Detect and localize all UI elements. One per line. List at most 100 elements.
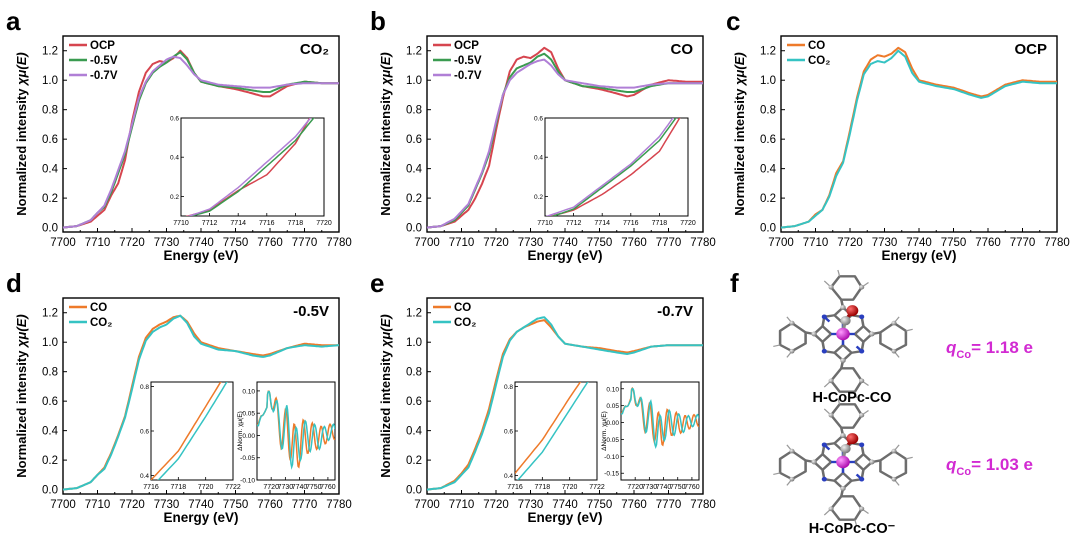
inset-lines [621, 386, 699, 450]
x-tick-label: 7710 [449, 499, 475, 511]
inset-x-tick-label: 7714 [230, 220, 246, 227]
x-tick-label: 7780 [690, 499, 716, 511]
x-tick-label: 7700 [414, 237, 440, 249]
charts-layer: 7700 7710 7720 7730 7740 7750 7760 7770 77800.00… [14, 35, 1070, 525]
inset-y-tick-label: 0.6 [170, 116, 179, 123]
molecule-label-2: H-CoPc-CO⁻ [809, 521, 896, 537]
inset-y-label: ΔNorm. χμ(E) [601, 411, 608, 451]
y-tick-label: 0.6 [406, 396, 422, 408]
inset-x-tick-label: 7740 [292, 484, 308, 491]
inset-b: 7710 7712 7714 7716 7718 7720 0.2 0.4 0.6 [534, 116, 696, 228]
inset-lines [151, 382, 228, 480]
x-tick-label: 7780 [690, 237, 716, 249]
y-tick-label: 1.0 [406, 337, 422, 349]
inset-x-tick-label: 7720 [562, 484, 578, 491]
y-axis-label-text: Normalized intensity [378, 347, 393, 478]
x-axis-label: Energy (eV) [163, 510, 238, 525]
y-tick-label: 1.0 [406, 75, 422, 87]
x-tick-label: 7780 [326, 237, 352, 249]
inset-x-tick-label: 7718 [288, 220, 304, 227]
y-tick-label: 0.8 [406, 367, 422, 379]
inset-y-tick-label: 0.00 [606, 420, 619, 427]
y-axis-label-mu: χμ(E) [378, 52, 393, 87]
x-axis-label: Energy (eV) [163, 248, 238, 263]
legend-label: CO₂ [454, 317, 476, 329]
inset-x-tick-label: 7716 [507, 484, 523, 491]
y-tick-label: 0.4 [760, 164, 777, 176]
inset-y-tick-label: 0.6 [504, 429, 513, 436]
y-tick-label: 1.2 [42, 308, 58, 320]
series-line-a [62, 55, 339, 229]
x-tick-label: 7740 [552, 237, 578, 249]
inset-x-tick-label: 7750 [306, 484, 322, 491]
x-tick-label: 7750 [941, 237, 967, 249]
inset-y-tick-label: 0.2 [170, 194, 179, 201]
y-tick-label: 0.4 [406, 164, 423, 176]
inset-series-line [257, 390, 335, 470]
x-tick-label: 7700 [50, 499, 76, 511]
x-tick-label: 7710 [803, 237, 829, 249]
inset-lines [257, 390, 335, 470]
y-tick-label: 0.8 [760, 105, 776, 117]
y-tick-label: 1.0 [42, 75, 58, 87]
legend-label: OCP [90, 40, 115, 52]
y-tick-label: 0.4 [42, 426, 59, 438]
y-tick-label: 0.2 [406, 193, 422, 205]
inset-y-tick-label: 0.8 [504, 384, 513, 391]
inset-x-tick-label: 7730 [642, 484, 658, 491]
inset-y-tick-label: 0.6 [140, 429, 149, 436]
y-axis-label-mu: χμ(E) [378, 314, 393, 349]
inset-series-line [151, 382, 222, 480]
y-tick-label: 0.6 [42, 134, 58, 146]
y-tick-label: 1.2 [760, 46, 776, 58]
legend-label: CO₂ [90, 317, 112, 329]
panel-letter-c: c [726, 6, 740, 36]
x-tick-label: 7730 [154, 499, 180, 511]
inset-x-tick-label: 7720 [198, 484, 214, 491]
inset-x-tick-label: 7712 [202, 220, 218, 227]
panel-tag-a: CO₂ [300, 41, 329, 58]
x-tick-label: 7780 [1044, 237, 1070, 249]
inset-x-tick-label: 7718 [535, 484, 551, 491]
x-tick-label: 7740 [906, 237, 932, 249]
x-axis-label: Energy (eV) [527, 510, 602, 525]
y-tick-label: 0.2 [42, 455, 58, 467]
panel-letter-b: b [370, 6, 386, 36]
inset-lines [185, 118, 315, 216]
y-tick-label: 0.4 [406, 426, 423, 438]
inset-series-line [545, 118, 674, 216]
x-tick-label: 7760 [257, 237, 283, 249]
x-axis-label: Energy (eV) [881, 248, 956, 263]
chart-d: 7700 7710 7720 7730 7740 7750 7760 7770 77800.00… [14, 297, 352, 525]
inset-y-tick-label: -0.15 [604, 471, 619, 478]
x-tick-label: 7740 [188, 499, 214, 511]
y-tick-label: 0.2 [42, 193, 58, 205]
series-line-e [426, 316, 703, 491]
y-tick-label: 0.2 [760, 193, 776, 205]
inset-x-tick-label: 7760 [684, 484, 700, 491]
inset-x-tick-label: 7720 [263, 484, 279, 491]
inset-x-tick-label: 7760 [320, 484, 336, 491]
inset-y-tick-label: 0.00 [242, 433, 255, 440]
x-tick-label: 7700 [768, 237, 794, 249]
inset-x-tick-label: 7718 [652, 220, 668, 227]
y-tick-label: 0.0 [42, 485, 58, 497]
x-tick-label: 7770 [656, 499, 682, 511]
inset-x-tick-label: 7730 [278, 484, 294, 491]
inset-y-tick-label: 0.10 [606, 386, 619, 393]
inset-lines [545, 118, 681, 216]
y-axis-label: Normalized intensity χμ(E) [14, 314, 29, 477]
inset-y-tick-label: 0.4 [534, 155, 543, 162]
x-tick-label: 7720 [837, 237, 863, 249]
legend-label: CO [90, 302, 107, 314]
x-tick-label: 7730 [518, 237, 544, 249]
inset-series-line [157, 382, 228, 480]
inset-x-tick-label: 7710 [173, 220, 189, 227]
y-tick-label: 0.0 [760, 223, 776, 235]
y-tick-label: 0.0 [42, 223, 58, 235]
y-axis-label: Normalized intensity χμ(E) [14, 52, 29, 215]
inset-y-tick-label: 0.4 [170, 155, 179, 162]
